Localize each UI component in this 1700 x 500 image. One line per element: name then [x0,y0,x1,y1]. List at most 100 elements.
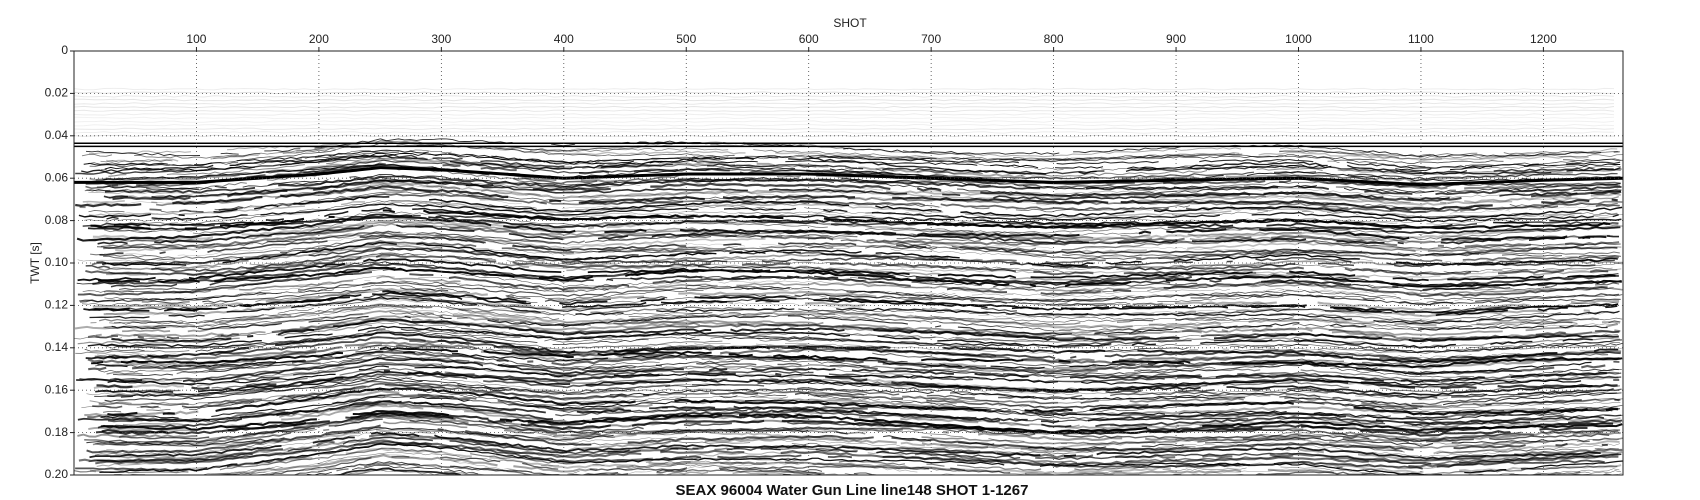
texture-line [91,346,1623,369]
chart-title: SEAX 96004 Water Gun Line line148 SHOT 1… [676,482,1029,499]
texture-line [74,91,1615,95]
y-tick-label: 0.12 [45,298,69,312]
texture-line [93,361,1619,392]
texture-line [80,280,1620,306]
texture-line [85,253,1609,277]
texture-line [96,246,1615,268]
texture-line [107,402,1622,427]
texture-line [104,307,1618,331]
texture-line [94,427,1619,456]
texture-line [107,365,1620,386]
texture-line [87,294,1618,316]
texture-line [94,375,1622,400]
texture-line [102,241,1618,267]
texture-line [106,275,1623,302]
texture-line [74,113,1615,116]
texture-line [108,414,1621,446]
y-tick-label: 0.14 [45,340,69,354]
x-tick-label: 700 [921,32,941,46]
x-tick-label: 800 [1044,32,1064,46]
y-tick-label: 0.06 [45,170,69,184]
y-tick-label: 0 [61,43,68,57]
texture-line [113,297,1619,325]
x-tick-label: 600 [799,32,819,46]
texture-line [335,468,847,475]
texture-line [74,98,1615,102]
reflector [74,166,1623,187]
texture-line [76,357,1607,384]
texture-line [108,181,1622,206]
texture-line [107,387,1618,417]
texture-line [95,439,1619,468]
texture-line [103,312,1621,332]
y-tick-label: 0.20 [45,467,69,481]
x-axis-label: SHOT [833,16,867,30]
texture-line [90,236,1620,259]
texture-line [97,400,1623,429]
texture-line [87,325,1593,349]
texture-line [111,451,1620,475]
x-tick-label: 1200 [1530,32,1557,46]
x-tick-label: 900 [1166,32,1186,46]
texture-line [74,105,1615,109]
texture-line [74,102,1615,105]
texture-line [75,442,1605,472]
texture-line [79,287,1621,306]
texture-line [104,175,1622,196]
texture-line [305,464,823,475]
texture-line [308,463,876,475]
texture-line [120,380,1622,406]
texture-line [88,350,1606,376]
texture-line [104,378,1618,407]
texture-line [103,179,1621,201]
texture-line [108,156,1621,177]
grid [74,50,1623,476]
texture-line [88,191,1618,213]
texture-line [74,95,1615,98]
y-tick-label: 0.16 [45,382,69,396]
texture-line [89,296,1620,325]
x-tick-label: 100 [186,32,206,46]
texture-line [76,216,1607,242]
texture-line [74,123,1615,127]
texture-line [122,309,1619,337]
x-tick-label: 1100 [1408,32,1434,46]
texture-line [100,410,1623,434]
texture-line [95,370,1593,397]
texture-line [103,387,1623,414]
texture-line [104,193,1620,216]
texture-line [74,87,1615,91]
y-tick-label: 0.18 [45,425,69,439]
y-tick-label: 0.02 [45,86,69,100]
texture-line [237,453,1623,475]
texture-line [96,428,1620,455]
texture-line [89,447,1622,475]
texture-line [74,109,1615,113]
texture-line [85,138,1620,158]
texture-line [86,176,1622,197]
x-tick-label: 200 [309,32,329,46]
texture-line [212,462,1622,475]
texture-line [74,127,1615,131]
texture-line [106,329,1620,352]
x-tick-label: 500 [676,32,696,46]
texture-line [112,348,1619,376]
texture-line [104,152,1621,172]
texture-line [149,193,1620,214]
texture-line [88,200,1618,220]
y-axis-label: TWT [s] [28,242,42,284]
x-tick-label: 400 [554,32,574,46]
texture-line [108,454,1581,475]
texture-line [90,303,1623,329]
x-tick-label: 1000 [1285,32,1312,46]
y-tick-label: 0.10 [45,255,69,269]
texture-line [95,159,1618,181]
texture-line [74,131,1615,134]
x-tick-label: 300 [431,32,451,46]
texture-line [100,139,1623,163]
y-tick-label: 0.04 [45,128,69,142]
texture-line [75,154,1614,175]
texture-line [74,120,1615,123]
